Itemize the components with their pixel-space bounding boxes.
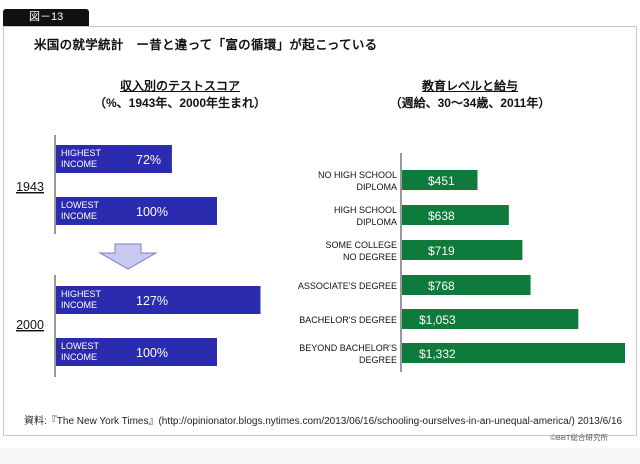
bar-category-label: LOWEST [61, 200, 100, 210]
left-chart-subtitle: （%、1943年、2000年生まれ） [93, 96, 267, 110]
category-label: ASSOCIATE'S DEGREE [298, 281, 397, 291]
category-label: DEGREE [359, 355, 397, 365]
category-label: BEYOND BACHELOR'S [299, 343, 397, 353]
copyright: ©BBT総合研究所 [550, 433, 608, 442]
down-arrow-icon [98, 243, 158, 270]
bar-education-2 [402, 240, 523, 260]
right-chart-title-block: 教育レベルと給与 （週給、30～34歳、2011年） [360, 78, 580, 112]
left-chart-title: 収入別のテストスコア [119, 79, 240, 93]
bar-category-label: INCOME [61, 211, 97, 221]
bottom-strip [0, 448, 640, 464]
bar-category-label: HIGHEST [61, 148, 102, 158]
left-chart-title-block: 収入別のテストスコア （%、1943年、2000年生まれ） [70, 78, 290, 112]
category-label: NO HIGH SCHOOL [318, 170, 397, 180]
main-title: 米国の就学統計 ー昔と違って「富の循環」が起こっている [34, 37, 378, 52]
source-citation: 資料:『The New York Times』(http://opinionat… [24, 416, 623, 427]
category-label: DIPLOMA [356, 182, 397, 192]
bar-value-label: 100% [136, 346, 168, 360]
bar-value-label: 100% [136, 205, 168, 219]
bar-1943-highest [56, 145, 172, 173]
bar-category-label: LOWEST [61, 341, 100, 351]
category-label: DIPLOMA [356, 217, 397, 227]
bar-value-label: 72% [136, 153, 161, 167]
bar-category-label: INCOME [61, 352, 97, 362]
figure-label: 図－13 [3, 9, 89, 26]
category-label: SOME COLLEGE [325, 240, 397, 250]
bar-value-label: 127% [136, 294, 168, 308]
right-chart-title: 教育レベルと給与 [421, 79, 518, 93]
group-label-2000: 2000 [16, 318, 44, 332]
right-chart-subtitle: （週給、30～34歳、2011年） [389, 96, 551, 110]
bar-2000-lowest [56, 338, 217, 366]
bar-value-label: $768 [428, 279, 455, 293]
group-label-1943: 1943 [16, 180, 44, 194]
bar-value-label: $451 [428, 174, 455, 188]
bar-value-label: $638 [428, 209, 455, 223]
bar-education-5 [402, 343, 625, 363]
bar-category-label: HIGHEST [61, 289, 102, 299]
bar-category-label: INCOME [61, 300, 97, 310]
bar-education-0 [402, 170, 478, 190]
category-label: HIGH SCHOOL [334, 205, 397, 215]
bar-value-label: $1,053 [419, 313, 456, 327]
bar-1943-lowest [56, 197, 217, 225]
bar-education-1 [402, 205, 509, 225]
category-label: BACHELOR'S DEGREE [299, 315, 397, 325]
figure-frame [3, 26, 637, 436]
bar-2000-highest [56, 286, 261, 314]
bar-education-4 [402, 309, 579, 329]
bar-value-label: $1,332 [419, 347, 456, 361]
category-label: NO DEGREE [343, 252, 397, 262]
bar-category-label: INCOME [61, 159, 97, 169]
bar-education-3 [402, 275, 531, 295]
right-chart: NO HIGH SCHOOL DIPLOMA $451 HIGH SCHOOL DIPL… [298, 153, 625, 372]
bar-value-label: $719 [428, 244, 455, 258]
